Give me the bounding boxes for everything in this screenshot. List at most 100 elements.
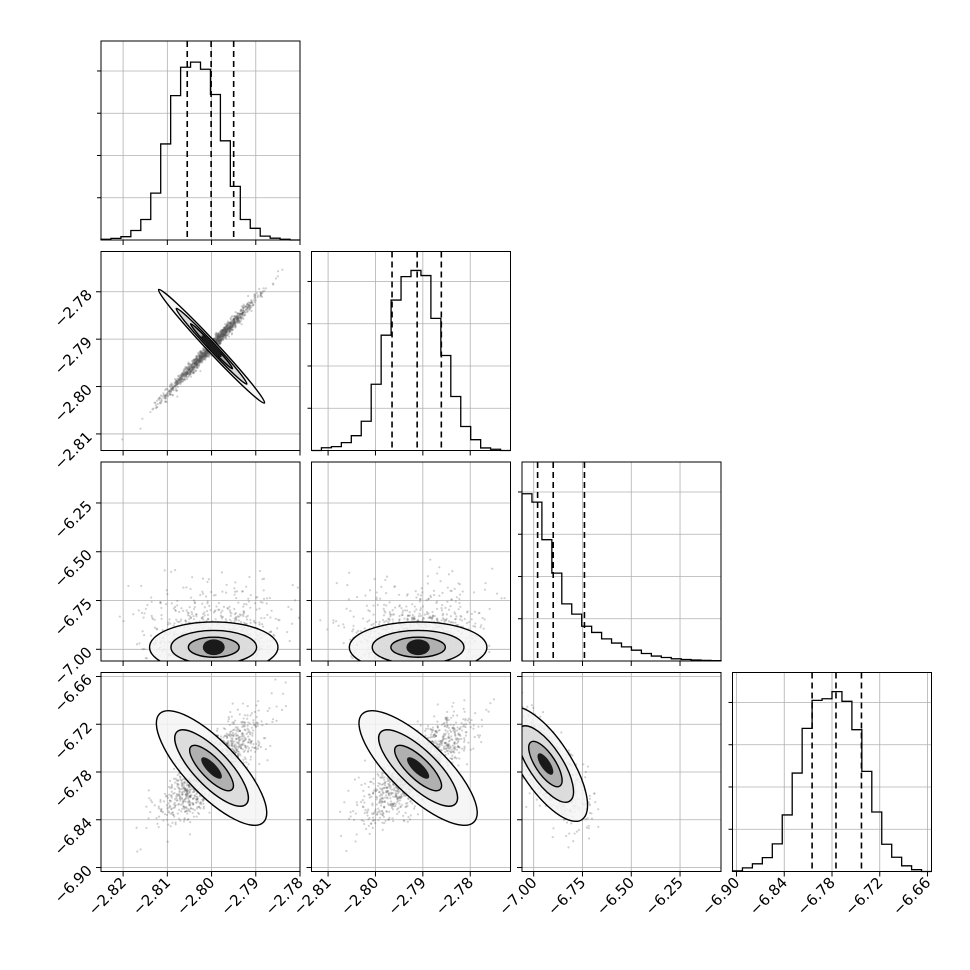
scatter-point [249, 742, 253, 745]
scatter-point [182, 787, 185, 790]
scatter-point [165, 400, 168, 404]
scatter-point [222, 727, 225, 730]
scatter-point [228, 325, 232, 328]
scatter-point [172, 385, 175, 388]
scatter-point [237, 314, 240, 318]
scatter-point [178, 795, 181, 798]
scatter-point [274, 277, 278, 280]
scatter-point [219, 332, 222, 336]
scatter-point [232, 318, 235, 321]
scatter-point [169, 787, 172, 790]
scatter-point [179, 382, 182, 386]
scatter-point [224, 331, 228, 334]
scatter-point [473, 610, 477, 613]
scatter-point [237, 317, 240, 320]
scatter-point [195, 359, 198, 362]
scatter-point [236, 318, 239, 321]
scatter-point [188, 618, 191, 621]
scatter-point [190, 807, 193, 810]
scatter-point [206, 351, 209, 354]
panel-frame [100, 461, 301, 662]
scatter-point [219, 342, 222, 346]
scatter-point [186, 368, 189, 371]
scatter-point [258, 287, 261, 291]
scatter-point [382, 607, 385, 610]
scatter-point [188, 788, 191, 791]
scatter-point [184, 619, 187, 622]
scatter-point [178, 378, 182, 381]
scatter-point [228, 327, 231, 330]
scatter-point [163, 569, 166, 572]
scatter-point [201, 349, 204, 353]
scatter-point [429, 596, 432, 599]
scatter-point [204, 353, 207, 356]
scatter-point [203, 356, 206, 359]
scatter-point [236, 317, 239, 320]
scatter-point [225, 583, 228, 586]
scatter-point [185, 620, 188, 623]
scatter-point [261, 625, 265, 628]
scatter-point [174, 609, 177, 612]
scatter-point [191, 364, 194, 367]
scatter-point [226, 327, 230, 330]
scatter-point [183, 810, 187, 813]
scatter-point [240, 747, 243, 750]
scatter-point [122, 619, 125, 623]
scatter-point [242, 758, 245, 761]
scatter-point [224, 727, 227, 731]
scatter-point [203, 353, 206, 356]
scatter-point [206, 601, 209, 605]
scatter-point [217, 335, 220, 338]
scatter-point [182, 373, 185, 376]
scatter-point [195, 360, 198, 363]
scatter-point [235, 745, 238, 748]
histogram-panel-2 [518, 461, 722, 662]
scatter-point [169, 386, 172, 390]
scatter-point [236, 727, 239, 731]
scatter-point [220, 337, 223, 341]
scatter-point [235, 317, 238, 320]
scatter-point [231, 702, 234, 705]
scatter-point [224, 327, 227, 330]
scatter-point [200, 361, 203, 364]
scatter-point [250, 299, 253, 302]
scatter-point [239, 309, 242, 312]
scatter-point [175, 380, 178, 383]
scatter-point [228, 327, 231, 330]
scatter-point [224, 618, 227, 621]
scatter-point [191, 360, 194, 363]
scatter-point [204, 353, 207, 356]
scatter-point [174, 605, 177, 608]
scatter-point [198, 359, 201, 362]
scatter-point [198, 354, 201, 357]
scatter-point [214, 339, 217, 342]
scatter-point [203, 356, 207, 359]
scatter-point [200, 358, 203, 361]
scatter-point [184, 619, 187, 622]
scatter-point [223, 333, 227, 336]
scatter-points [121, 268, 284, 441]
scatter-point [193, 602, 196, 605]
scatter-point [220, 339, 223, 343]
scatter-point [225, 591, 228, 594]
scatter-point [426, 575, 429, 578]
scatter-point [256, 295, 259, 299]
scatter-point [435, 618, 439, 621]
scatter-point [251, 303, 255, 307]
scatter-point [228, 322, 231, 325]
scatter-point [230, 323, 234, 326]
scatter-point [173, 622, 176, 625]
scatter-point [400, 614, 403, 617]
scatter-point [260, 617, 263, 620]
scatter-point [187, 368, 191, 371]
scatter-point [188, 794, 191, 798]
scatter-point [191, 369, 194, 372]
scatter-point [431, 616, 434, 620]
scatter-point [202, 798, 205, 801]
scatter-point [213, 610, 216, 613]
scatter-point [422, 617, 426, 620]
scatter-point [186, 792, 189, 795]
scatter-point [191, 362, 194, 365]
scatter-point [326, 628, 329, 631]
scatter-point [252, 619, 256, 622]
